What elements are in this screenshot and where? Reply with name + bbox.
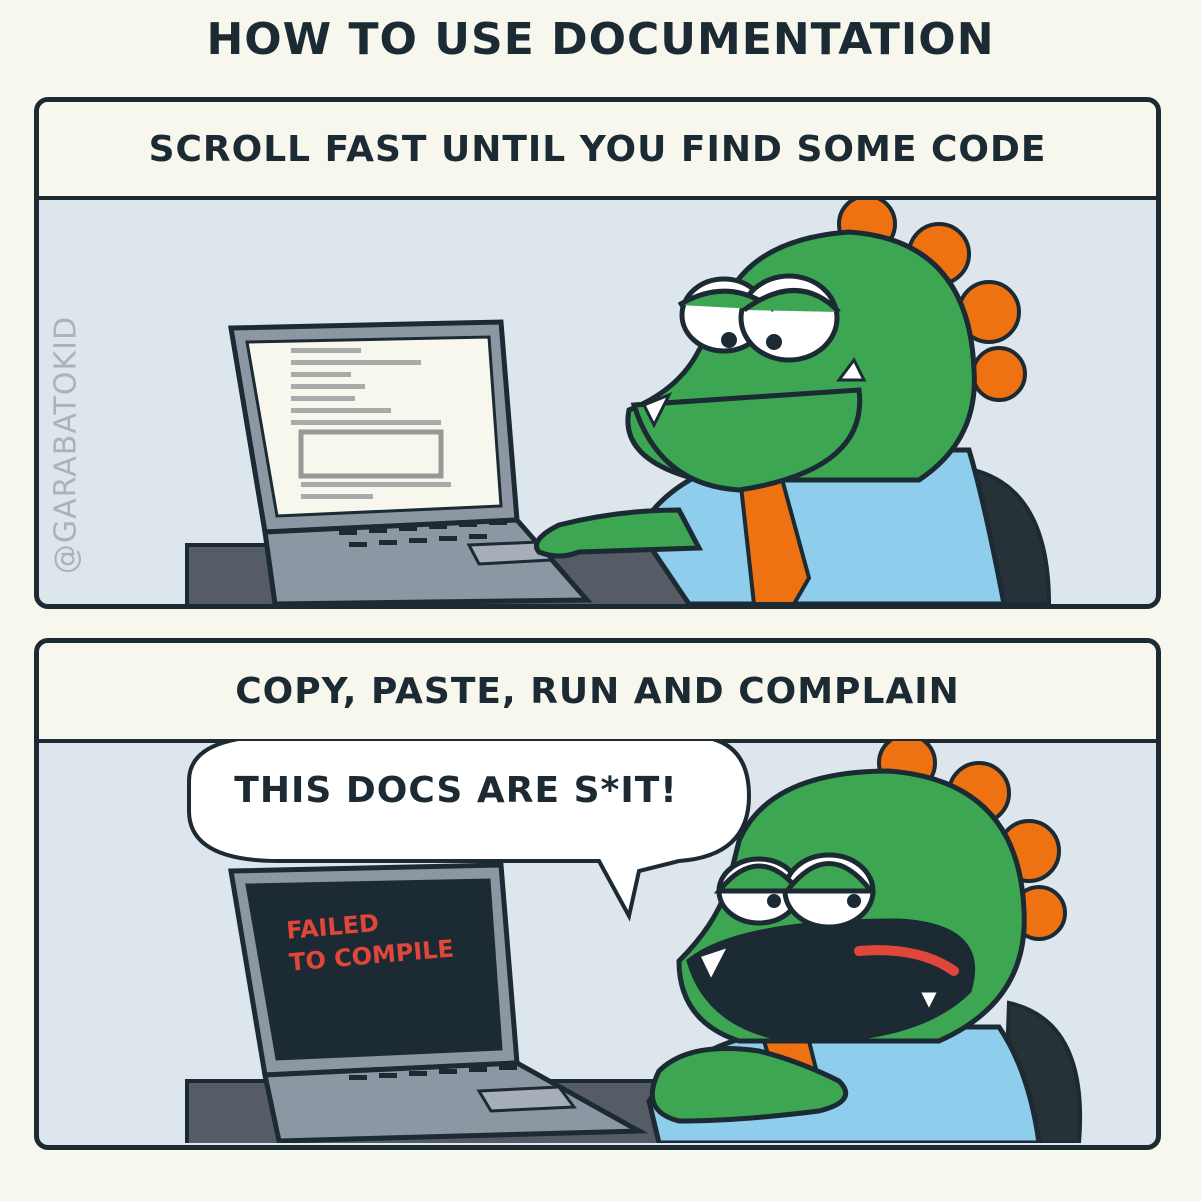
panel-scroll: SCROLL FAST UNTIL YOU FIND SOME CODE (34, 97, 1161, 609)
blurred-code-lines (291, 348, 451, 499)
comic-title: HOW TO USE DOCUMENTATION (206, 14, 995, 65)
laptop (228, 319, 593, 604)
panel-2-caption: COPY, PASTE, RUN AND COMPLAIN (39, 643, 1156, 743)
panel-complain: COPY, PASTE, RUN AND COMPLAIN (34, 638, 1161, 1150)
dino-teeth (696, 943, 942, 1015)
artist-watermark: @GARABATOKID (48, 315, 84, 575)
dino-jaw (630, 387, 863, 493)
dino-teeth (641, 357, 867, 429)
dino-arm (534, 507, 704, 559)
laptop-screen (245, 335, 503, 518)
dino-eyes (713, 852, 877, 930)
dino-crossed-arms (649, 1046, 849, 1124)
dino-eyes (677, 273, 841, 363)
laptop (228, 862, 649, 1143)
panel-1-scene (39, 200, 1156, 604)
touchpad (466, 540, 554, 566)
laptop-screen-dark (245, 878, 503, 1061)
panel-1-caption: SCROLL FAST UNTIL YOU FIND SOME CODE (39, 102, 1156, 200)
panel-2-illustration (185, 741, 1083, 1143)
touchpad (476, 1085, 577, 1113)
panel-2-scene (39, 741, 1156, 1145)
panel-1-illustration (185, 200, 1052, 604)
speech-bubble-text: THIS DOCS ARE S*IT! (234, 770, 678, 811)
dino-tongue (854, 945, 959, 976)
speech-bubble (187, 741, 752, 922)
